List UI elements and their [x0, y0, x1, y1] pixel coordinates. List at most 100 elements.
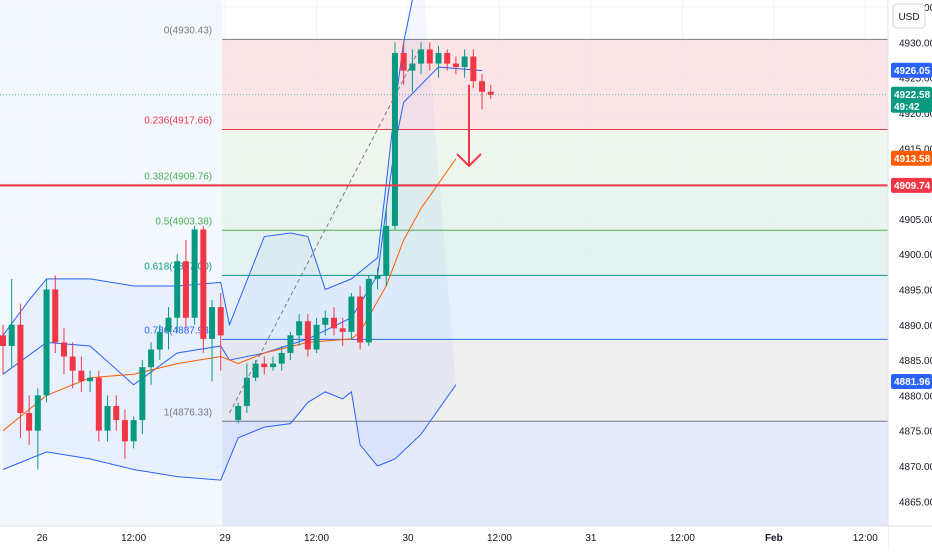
candle-14 [121, 409, 128, 459]
fib-label-3: 0.5(4903.38) [155, 216, 212, 227]
time-tick-6: 31 [585, 533, 597, 544]
bollinger-band-fill [3, 0, 456, 481]
currency-button[interactable]: USD [892, 3, 926, 29]
time-axis[interactable]: 26 12:00 29 12:00 30 12:00 31 12:00 Feb 12:00 [0, 525, 932, 550]
time-tick-2: 29 [220, 533, 232, 544]
candle-49 [435, 45, 442, 78]
candle-body-7 [60, 342, 67, 357]
time-tick-0: 26 [37, 533, 49, 544]
candle-body-27 [243, 377, 250, 406]
candle-10 [87, 370, 94, 392]
candle-4 [34, 388, 41, 470]
price-badge-bg-3 [891, 177, 932, 193]
bollinger-upper-line [2, 0, 413, 336]
candle-body-5 [43, 289, 50, 396]
candle-44 [391, 42, 398, 230]
candle-32 [287, 331, 294, 361]
candle-body-22 [191, 229, 198, 318]
candle-body-9 [78, 370, 85, 382]
candle-45 [400, 42, 407, 85]
currency-button-label[interactable]: USD [898, 12, 919, 23]
candle-7 [60, 328, 67, 375]
candle-body-11 [95, 377, 102, 431]
fibonacci-retracement[interactable]: 0(4930.43) 0.236(4917.66) 0.382(4909.76) 0.… [144, 25, 889, 526]
candle-16 [139, 360, 146, 435]
candle-17 [148, 342, 155, 385]
fib-zone-3 [222, 230, 889, 276]
candle-body-30 [270, 363, 277, 368]
down-arrow-head [456, 153, 482, 168]
candle-body-1 [8, 324, 15, 346]
candle-body-31 [278, 353, 285, 364]
candle-34 [304, 314, 311, 357]
candle-23 [200, 225, 207, 354]
candle-35 [313, 317, 320, 354]
drawings[interactable] [0, 45, 888, 414]
candle-body-52 [461, 56, 468, 68]
time-tick-9: 12:00 [853, 533, 878, 544]
candle-body-54 [479, 81, 486, 92]
candle-body-53 [470, 56, 477, 82]
candle-body-15 [130, 420, 137, 442]
candle-body-37 [330, 317, 337, 329]
candle-22 [191, 225, 198, 325]
candle-body-45 [400, 52, 407, 71]
price-badge-3: 4909.74 [891, 177, 932, 193]
candle-body-19 [165, 317, 172, 332]
candle-body-26 [235, 405, 242, 421]
price-badge-4: 4881.96 [891, 374, 932, 390]
price-badge-bg-1 [891, 86, 932, 113]
candle-body-17 [148, 349, 155, 368]
candle-body-23 [200, 229, 207, 339]
fib-label-1: 0.236(4917.66) [144, 115, 212, 126]
indicators [2, 0, 483, 481]
price-tick-4: 4915.00 [899, 144, 932, 155]
candle-25 [217, 293, 224, 371]
candle-54 [479, 74, 486, 110]
candle-52 [461, 49, 468, 78]
candle-47 [418, 42, 425, 75]
price-tick-10: 4885.00 [899, 356, 932, 367]
currency-button-frame[interactable] [892, 3, 926, 29]
candle-body-46 [409, 63, 416, 71]
candle-body-0 [0, 335, 6, 346]
fib-zone-6 [222, 421, 889, 526]
candle-body-35 [313, 324, 320, 350]
candle-body-44 [391, 52, 398, 226]
candle-53 [470, 49, 477, 89]
candle-24 [209, 300, 216, 382]
candle-body-55 [487, 91, 494, 95]
fib-zone-0 [222, 39, 889, 130]
price-tick-3: 4920.00 [899, 109, 932, 120]
candle-body-41 [365, 278, 372, 343]
candle-5 [43, 278, 50, 403]
candle-28 [252, 360, 259, 382]
candle-9 [78, 356, 85, 392]
candle-26 [235, 402, 242, 424]
price-badge-bg-2 [891, 150, 932, 166]
candle-body-49 [435, 52, 442, 64]
candle-body-40 [357, 296, 364, 343]
candlesticks [0, 42, 494, 470]
candle-42 [374, 268, 381, 290]
price-axis[interactable]: 4935.004930.004925.004920.004915.004910.… [887, 0, 932, 550]
candle-body-6 [52, 289, 59, 343]
price-badge-bg-0 [891, 62, 932, 78]
candle-body-8 [69, 356, 76, 371]
candle-19 [165, 307, 172, 350]
price-tick-13: 4870.00 [899, 462, 932, 473]
candle-body-24 [209, 307, 216, 339]
candle-3 [26, 395, 33, 445]
candle-body-3 [26, 413, 33, 431]
price-badge-label-3: 4909.74 [894, 181, 931, 192]
candle-33 [296, 314, 303, 346]
price-badge-label-4: 4881.96 [894, 377, 931, 388]
candle-41 [365, 275, 372, 346]
fib-label-6: 1(4876.33) [164, 407, 212, 418]
candle-body-32 [287, 335, 294, 354]
candle-body-21 [182, 261, 189, 318]
